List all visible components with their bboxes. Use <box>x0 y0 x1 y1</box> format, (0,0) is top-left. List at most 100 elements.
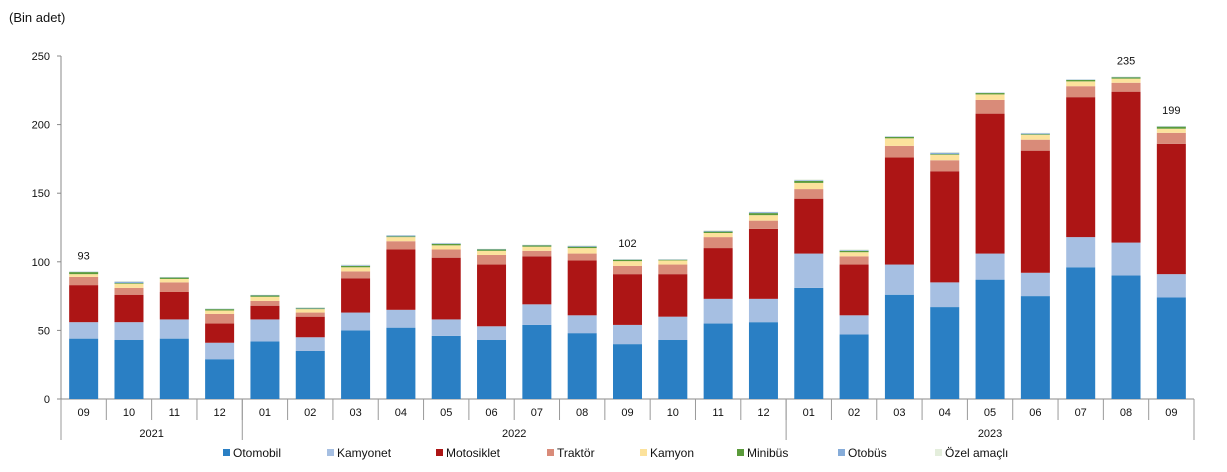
x-tick-label: 08 <box>576 407 588 419</box>
bar-segment-motosiklet <box>613 274 642 325</box>
x-tick-label: 06 <box>485 407 497 419</box>
bar-segment-kamyon <box>1020 134 1050 140</box>
bar-stack <box>477 248 507 399</box>
x-tick-label: 09 <box>78 407 90 419</box>
legend-swatch <box>737 449 744 456</box>
bar-segment-minibüs <box>159 277 189 279</box>
bar-segment-otomobil <box>567 333 597 399</box>
bar-segment-minibüs <box>975 93 1005 95</box>
bar-segment-otomobil <box>975 279 1005 399</box>
bar-segment-özel-amaçlı <box>703 230 733 231</box>
legend-label: Otomobil <box>233 446 281 460</box>
data-label: 199 <box>1162 105 1180 117</box>
x-tick-label: 01 <box>803 407 815 419</box>
bar-segment-otobüs <box>431 243 461 244</box>
x-tick-label: 06 <box>1029 407 1041 419</box>
bar-segment-otomobil <box>69 338 99 399</box>
bar-segment-motosiklet <box>794 198 824 254</box>
bar-segment-otomobil <box>522 324 552 399</box>
legend-label: Kamyon <box>650 446 694 460</box>
bar-segment-kamyon <box>431 245 461 250</box>
bar-stack <box>522 244 552 399</box>
year-label: 2021 <box>139 428 163 440</box>
bar-segment-kamyonet <box>1156 274 1186 298</box>
bar-segment-kamyonet <box>930 282 960 308</box>
legend-item: Özel amaçlı <box>935 446 1008 460</box>
bar-segment-minibüs <box>658 259 688 261</box>
bar-segment-özel-amaçlı <box>794 179 824 181</box>
x-tick-label: 03 <box>893 407 905 419</box>
bar-segment-kamyonet <box>159 319 189 339</box>
bar-segment-minibüs <box>567 246 597 249</box>
bar-segment-otomobil <box>839 334 869 399</box>
bar-segment-minibüs <box>794 180 824 183</box>
bar-segment-motosiklet <box>658 274 688 317</box>
bar-segment-traktör <box>386 241 416 250</box>
bar-segment-minibüs <box>1066 80 1096 82</box>
bar-segment-otobüs <box>703 230 733 232</box>
bar-segment-otobüs <box>930 152 960 155</box>
bar-stack <box>114 281 144 399</box>
bar-stack <box>613 259 642 399</box>
bar-segment-kamyonet <box>431 319 461 336</box>
x-tick-label: 10 <box>667 407 679 419</box>
bar-segment-motosiklet <box>839 264 869 316</box>
bar-segment-minibüs <box>341 265 371 268</box>
bar-segment-özel-amaçlı <box>295 307 325 308</box>
bar-stack <box>884 136 914 399</box>
bar-segment-otomobil <box>341 330 371 399</box>
bar-segment-traktör <box>114 287 144 295</box>
legend-swatch <box>436 449 443 456</box>
bar-segment-kamyon <box>1066 81 1096 87</box>
bar-segment-traktör <box>613 265 642 275</box>
legend-label: Otobüs <box>848 446 887 460</box>
data-label: 93 <box>78 250 90 262</box>
bar-segment-kamyon <box>69 274 99 277</box>
bar-segment-traktör <box>839 256 869 265</box>
bar-segment-otobüs <box>794 180 824 181</box>
bar-segment-kamyonet <box>295 337 325 351</box>
bar-segment-minibüs <box>205 309 235 311</box>
bar-segment-kamyonet <box>613 324 642 345</box>
bar-segment-minibüs <box>1020 134 1050 135</box>
bar-stack <box>431 242 461 399</box>
bar-segment-minibüs <box>250 295 280 297</box>
x-tick-label: 04 <box>395 407 407 419</box>
bar-segment-kamyonet <box>69 322 99 339</box>
x-tick-label: 07 <box>1075 407 1087 419</box>
bar-segment-otomobil <box>1156 297 1186 399</box>
bar-segment-otomobil <box>703 323 733 399</box>
bar-segment-kamyon <box>613 261 642 266</box>
y-tick-label: 150 <box>32 188 50 200</box>
bar-segment-traktör <box>567 253 597 261</box>
bar-segment-otomobil <box>386 327 416 399</box>
y-tick-label: 250 <box>32 51 50 63</box>
bar-segment-kamyon <box>341 267 371 272</box>
bar-segment-motosiklet <box>386 249 416 310</box>
bar-stack <box>1020 132 1050 399</box>
legend-item: Traktör <box>547 446 595 460</box>
bar-segment-otomobil <box>295 350 325 399</box>
bar-segment-otobüs <box>567 246 597 247</box>
x-tick-label: 12 <box>213 407 225 419</box>
bar-segment-otobüs <box>1020 133 1050 135</box>
bar-segment-kamyonet <box>522 304 552 325</box>
x-tick-label: 11 <box>169 407 180 419</box>
bar-segment-kamyonet <box>748 298 778 323</box>
legend-label: Motosiklet <box>446 446 501 460</box>
legend-label: Traktör <box>557 446 595 460</box>
bar-segment-kamyonet <box>386 309 416 328</box>
bar-segment-kamyonet <box>477 326 507 341</box>
legend-item: Minibüs <box>737 446 788 460</box>
bar-segment-minibüs <box>1156 126 1186 129</box>
bar-segment-otomobil <box>1020 296 1050 399</box>
x-tick-label: 12 <box>757 407 769 419</box>
bar-segment-motosiklet <box>250 305 280 320</box>
bar-segment-traktör <box>205 313 235 324</box>
bar-segment-motosiklet <box>341 278 371 313</box>
bar-segment-otomobil <box>794 287 824 399</box>
bar-segment-otomobil <box>250 341 280 399</box>
bar-segment-minibüs <box>69 272 99 275</box>
bar-segment-traktör <box>975 99 1005 114</box>
